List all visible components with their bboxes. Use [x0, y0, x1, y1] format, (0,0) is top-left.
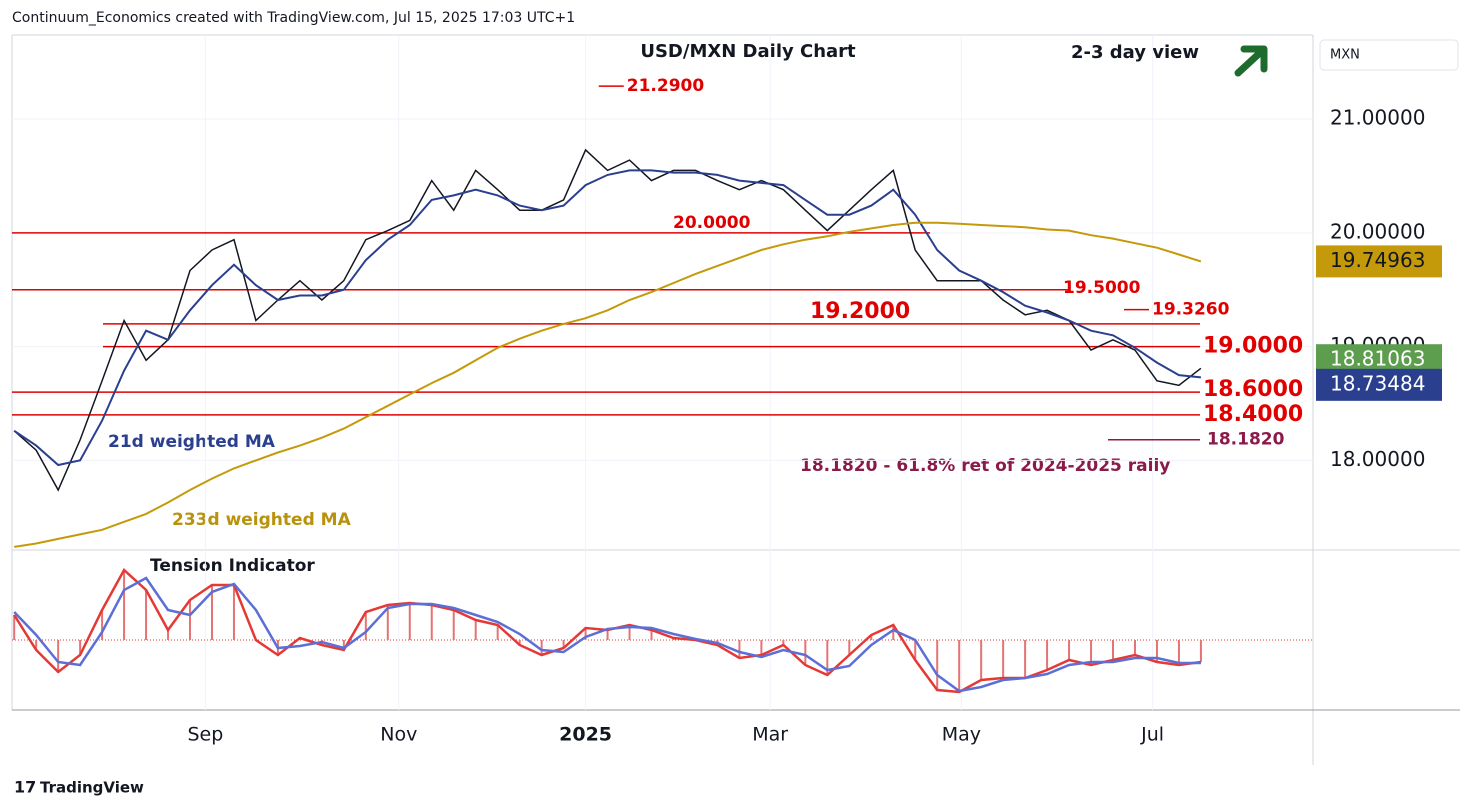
series-line: [14, 221, 1202, 548]
subtitle: 2-3 day view: [1071, 42, 1199, 63]
histogram-bar: [738, 640, 741, 658]
histogram-bar: [518, 640, 521, 645]
price-badge-label: 18.81063: [1330, 347, 1425, 371]
histogram-bar: [958, 640, 961, 692]
series-line: [13, 169, 1202, 467]
histogram-bar: [914, 640, 917, 660]
series-line: [13, 148, 1202, 492]
level-label: 18.4000: [1203, 402, 1303, 427]
price-badge-label: 18.73484: [1330, 371, 1425, 395]
histogram-bar: [101, 610, 104, 640]
x-tick-label: Mar: [752, 724, 788, 746]
histogram-bar: [364, 612, 367, 640]
histogram-bar: [342, 640, 345, 650]
x-tick-label: Jul: [1140, 724, 1164, 746]
chart-title: USD/MXN Daily Chart: [640, 41, 856, 62]
histogram-bar: [870, 635, 873, 640]
histogram-bar: [210, 585, 213, 640]
histogram-bar: [980, 640, 983, 680]
histogram-bar: [145, 590, 148, 640]
price-badge: [1316, 368, 1442, 401]
histogram-bar: [936, 640, 939, 690]
peak-label: 19.3260: [1152, 300, 1230, 320]
histogram-bar: [1199, 640, 1202, 662]
ma21-label: 21d weighted MA: [108, 432, 276, 452]
histogram-bar: [1133, 640, 1136, 655]
histogram-bar: [232, 585, 235, 640]
ma233-label: 233d weighted MA: [172, 510, 352, 530]
histogram-bar: [79, 640, 82, 655]
histogram-bar: [540, 640, 543, 655]
footer: TradingView: [40, 779, 144, 797]
histogram-bar: [167, 630, 170, 640]
x-tick-label: 2025: [559, 724, 612, 746]
histogram-bar: [452, 610, 455, 640]
indicator-line: [13, 576, 1201, 693]
histogram-bar: [1177, 640, 1180, 665]
peak-label: 21.2900: [627, 76, 705, 96]
histogram-bar: [848, 640, 851, 655]
x-tick-label: Sep: [187, 724, 223, 746]
histogram-bar: [386, 605, 389, 640]
histogram-bar: [892, 625, 895, 640]
y-tick-label: 18.00000: [1330, 447, 1425, 471]
histogram-bar: [1155, 640, 1158, 662]
unit-label: MXN: [1330, 48, 1360, 63]
histogram-bar: [13, 615, 16, 640]
histogram-bar: [628, 625, 631, 640]
histogram-bar: [189, 600, 192, 640]
x-tick-label: May: [942, 724, 981, 746]
histogram-bar: [782, 640, 785, 645]
header: Continuum_Economics created with Trading…: [12, 10, 575, 26]
histogram-bar: [57, 640, 60, 672]
arrow-icon: [1234, 45, 1268, 77]
histogram-bar: [562, 640, 565, 648]
histogram-bar: [35, 640, 38, 650]
histogram-bar: [123, 570, 126, 640]
histogram-bar: [1046, 640, 1049, 670]
histogram-bar: [496, 625, 499, 640]
indicator-title: Tension Indicator: [150, 556, 315, 576]
histogram-bar: [1112, 640, 1115, 660]
price-badge: [1316, 245, 1442, 278]
histogram-bar: [430, 605, 433, 640]
level-label: 19.2000: [810, 299, 910, 324]
histogram-bar: [1068, 640, 1071, 660]
histogram-bar: [584, 628, 587, 640]
histogram-bar: [1024, 640, 1027, 678]
histogram-bar: [1090, 640, 1093, 665]
retracement-note: 18.1820 - 61.8% ret of 2024-2025 rally: [800, 456, 1170, 476]
level-label: 19.0000: [1203, 334, 1303, 359]
y-tick-label: 20.00000: [1330, 219, 1425, 243]
level-label: 18.1820: [1207, 430, 1285, 450]
y-tick-label: 21.00000: [1330, 106, 1425, 130]
level-label: 19.5000: [1063, 278, 1141, 298]
price-badge-label: 19.74963: [1330, 248, 1425, 272]
histogram-bar: [826, 640, 829, 675]
level-label: 18.6000: [1203, 377, 1303, 402]
histogram-bar: [1002, 640, 1005, 678]
level-label: 20.0000: [673, 213, 751, 233]
logo: 𝟭𝟳: [14, 778, 36, 797]
x-tick-label: Nov: [380, 724, 417, 746]
histogram-bar: [650, 630, 653, 640]
histogram-bar: [606, 630, 609, 640]
histogram-bar: [408, 603, 411, 640]
unit-box: [1319, 39, 1459, 71]
histogram-bar: [804, 640, 807, 665]
histogram-bar: [760, 640, 763, 655]
histogram-bar: [474, 620, 477, 640]
